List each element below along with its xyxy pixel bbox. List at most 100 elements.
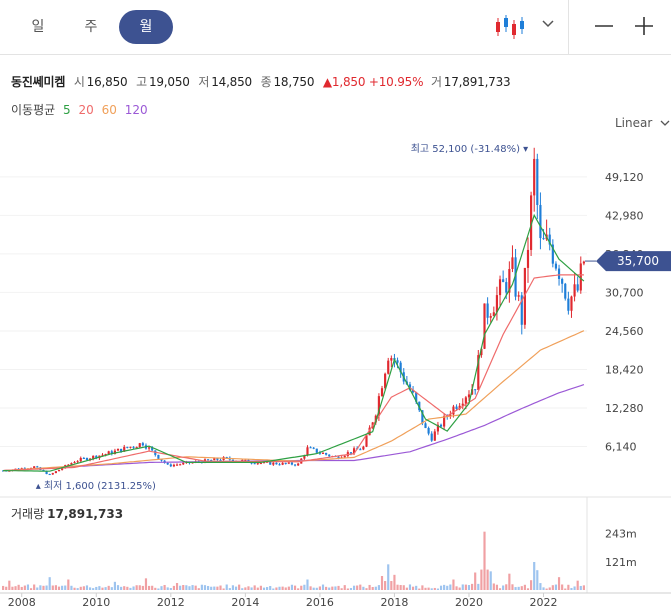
minus-icon[interactable] (592, 14, 616, 38)
volume-bar (57, 586, 61, 590)
volume-bar (570, 587, 573, 590)
plus-icon[interactable] (632, 14, 656, 38)
x-tick-label: 2016 (306, 596, 334, 609)
candle-body (452, 406, 455, 415)
period-tab-week[interactable]: 주 (84, 19, 98, 35)
period-tab-day[interactable]: 일 (31, 19, 45, 35)
candle-body (175, 464, 179, 466)
volume-bar (293, 585, 297, 590)
volume-bar (470, 583, 474, 590)
candle-body (113, 450, 117, 455)
volume-bar (241, 588, 244, 590)
volume-bar (238, 584, 241, 590)
volume-bar (576, 580, 579, 590)
x-tick-label: 2014 (231, 596, 259, 609)
candle-body (92, 455, 95, 459)
volume-bar (536, 570, 539, 590)
volume-bar (67, 579, 70, 590)
candle-body (573, 284, 576, 297)
candle-body (123, 446, 126, 452)
volume-bar (70, 585, 73, 590)
volume-bar (231, 585, 235, 590)
candle-body (362, 446, 365, 450)
candle-body (495, 295, 499, 313)
current-price-tag (596, 251, 671, 272)
volume-bar (287, 586, 290, 590)
volume-bar (210, 586, 213, 590)
close-value: 18,750 (273, 75, 315, 89)
ma20-line (3, 274, 584, 472)
candle-body (116, 448, 120, 451)
volume-panel-title: 거래량 17,891,733 (11, 505, 123, 522)
volume-bar (374, 586, 377, 590)
candle-body (464, 397, 467, 404)
candle-body (266, 461, 269, 463)
volume-bar (402, 585, 405, 590)
candle-body (147, 447, 151, 449)
volume-bar (362, 586, 365, 590)
volume-bar (530, 580, 533, 590)
ma120-label: 120 (124, 103, 148, 117)
volume-bar (185, 585, 188, 590)
volume-bar (17, 584, 20, 590)
candle-body (337, 456, 340, 459)
ma5-line (3, 213, 585, 472)
volume-bar (147, 585, 151, 590)
candle-body (570, 296, 573, 311)
candle-body (520, 295, 523, 325)
candle-body (272, 462, 275, 465)
volume-bar (172, 585, 176, 590)
candle-body (107, 451, 110, 454)
candle-body (477, 355, 480, 390)
volume-bar (390, 581, 393, 590)
volume-bar (365, 588, 368, 590)
candle-body (411, 389, 415, 393)
volume-bar (284, 587, 287, 590)
volume-bar (123, 586, 126, 590)
volume-bar (8, 580, 11, 590)
candlestick-icon[interactable] (494, 12, 526, 42)
volume-bar (477, 583, 480, 590)
volume-bar (203, 585, 207, 590)
volume-bar (64, 585, 67, 590)
volume-bar (79, 586, 82, 590)
candle-body (244, 459, 247, 461)
candle-body (458, 405, 461, 409)
candle-body (126, 446, 129, 448)
volume-bar (281, 586, 284, 590)
period-tab-month[interactable]: 월 (119, 10, 173, 44)
volume-bar (42, 585, 45, 590)
candle-body (70, 463, 73, 465)
candle-body (318, 452, 321, 454)
volume-bar (564, 588, 567, 590)
volume-bar (191, 585, 194, 590)
volume-label: 거 (430, 75, 442, 89)
candle-body (67, 464, 70, 466)
scale-selector[interactable]: Linear (615, 116, 670, 130)
volume-bar (182, 585, 185, 590)
volume-bar (26, 584, 30, 590)
candle-body (179, 464, 182, 466)
volume-bar (234, 586, 238, 590)
volume-bar (11, 586, 14, 590)
candle-body (275, 462, 278, 465)
volume-bar (483, 531, 486, 590)
candle-body (135, 446, 138, 448)
candle-body (343, 455, 346, 458)
volume-bar (213, 586, 216, 590)
volume-bar (315, 587, 318, 590)
candle-body (561, 278, 564, 284)
candle-body (312, 447, 315, 449)
candle-body (390, 358, 393, 361)
volume-bar (188, 586, 191, 590)
volume-bar (427, 587, 430, 590)
candle-body (359, 449, 362, 451)
chevron-down-icon[interactable] (538, 12, 558, 36)
volume-bar (489, 571, 492, 590)
volume-bar (352, 585, 356, 590)
volume-bar (331, 586, 334, 590)
volume-bar (533, 562, 536, 590)
volume-bar (216, 586, 219, 590)
volume-bar (480, 569, 483, 590)
